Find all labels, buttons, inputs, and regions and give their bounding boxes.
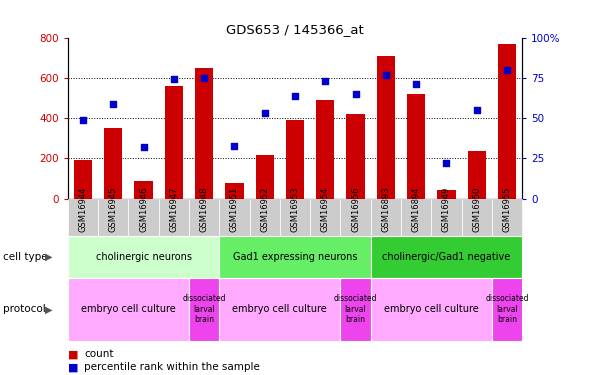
- Point: [320, 78, 330, 84]
- Bar: [135, 181, 153, 199]
- Bar: [165, 86, 183, 199]
- Point: [230, 142, 239, 148]
- Text: GSM16953: GSM16953: [290, 187, 300, 232]
- Bar: [468, 152, 486, 199]
- Text: Gad1 expressing neurons: Gad1 expressing neurons: [232, 252, 358, 262]
- Text: GSM16955: GSM16955: [503, 187, 512, 232]
- Text: GSM16950: GSM16950: [472, 187, 481, 232]
- Point: [381, 72, 391, 78]
- Point: [411, 81, 421, 87]
- Text: GSM16893: GSM16893: [381, 187, 391, 232]
- Text: ■: ■: [68, 363, 78, 372]
- Bar: [104, 128, 122, 199]
- Text: dissociated
larval
brain: dissociated larval brain: [182, 294, 226, 324]
- Bar: [377, 56, 395, 199]
- Bar: [286, 120, 304, 199]
- Text: percentile rank within the sample: percentile rank within the sample: [84, 363, 260, 372]
- Text: GSM16894: GSM16894: [412, 187, 421, 232]
- Bar: [74, 160, 92, 199]
- Text: GSM16946: GSM16946: [139, 187, 148, 232]
- Text: embryo cell culture: embryo cell culture: [81, 304, 176, 314]
- Text: cholinergic/Gad1 negative: cholinergic/Gad1 negative: [382, 252, 510, 262]
- Text: dissociated
larval
brain: dissociated larval brain: [485, 294, 529, 324]
- Text: GSM16947: GSM16947: [169, 187, 178, 232]
- Text: count: count: [84, 350, 114, 359]
- Text: dissociated
larval
brain: dissociated larval brain: [334, 294, 378, 324]
- Text: GSM16956: GSM16956: [351, 187, 360, 232]
- Point: [502, 67, 512, 73]
- Title: GDS653 / 145366_at: GDS653 / 145366_at: [226, 23, 364, 36]
- Point: [351, 91, 360, 97]
- Text: embryo cell culture: embryo cell culture: [232, 304, 327, 314]
- Bar: [498, 44, 516, 199]
- Text: cell type: cell type: [3, 252, 48, 262]
- Point: [260, 110, 270, 116]
- Point: [139, 144, 148, 150]
- Point: [442, 160, 451, 166]
- Point: [109, 100, 118, 106]
- Text: GSM16954: GSM16954: [321, 187, 330, 232]
- Point: [78, 117, 88, 123]
- Bar: [346, 114, 365, 199]
- Text: GSM16952: GSM16952: [260, 187, 269, 232]
- Text: ▶: ▶: [45, 304, 52, 314]
- Text: ▶: ▶: [45, 252, 52, 262]
- Point: [199, 75, 209, 81]
- Text: GSM16948: GSM16948: [199, 187, 209, 232]
- Text: GSM16951: GSM16951: [230, 187, 239, 232]
- Bar: [255, 155, 274, 199]
- Text: GSM16949: GSM16949: [442, 187, 451, 232]
- Text: cholinergic neurons: cholinergic neurons: [96, 252, 192, 262]
- Text: GSM16945: GSM16945: [109, 187, 118, 232]
- Text: GSM16944: GSM16944: [78, 187, 87, 232]
- Bar: [316, 100, 335, 199]
- Bar: [195, 68, 213, 199]
- Text: ■: ■: [68, 350, 78, 359]
- Bar: [437, 190, 455, 199]
- Text: embryo cell culture: embryo cell culture: [384, 304, 478, 314]
- Bar: [225, 183, 244, 199]
- Point: [169, 76, 179, 82]
- Point: [472, 107, 481, 113]
- Bar: [407, 94, 425, 199]
- Text: protocol: protocol: [3, 304, 45, 314]
- Point: [290, 93, 300, 99]
